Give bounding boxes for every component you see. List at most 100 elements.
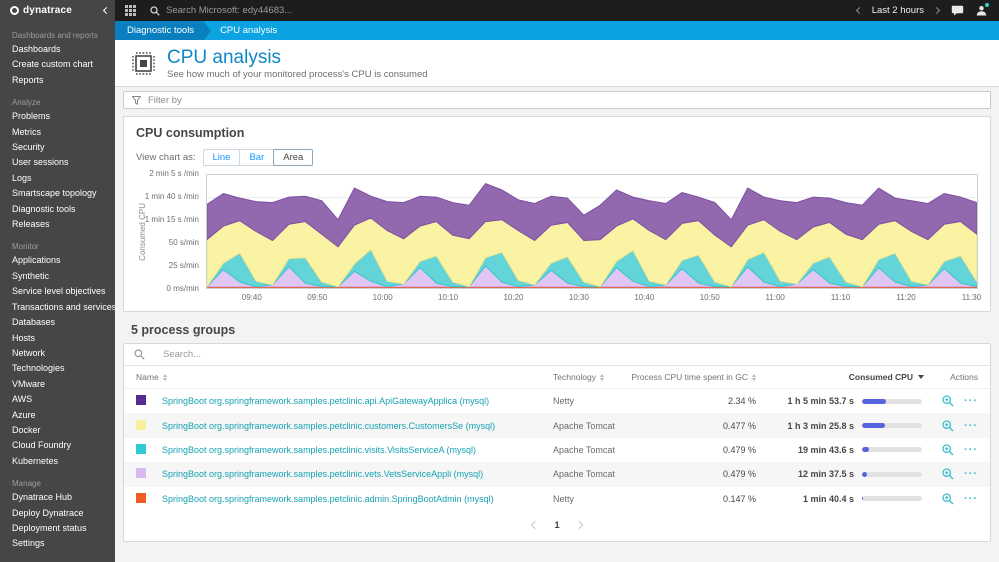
breadcrumb-parent[interactable]: Diagnostic tools bbox=[115, 21, 205, 40]
sidebar-item-dashboards[interactable]: Dashboards bbox=[12, 44, 61, 54]
process-group-link[interactable]: SpringBoot org.springframework.samples.p… bbox=[162, 396, 490, 407]
sidebar-item-vmware[interactable]: VMware bbox=[12, 378, 46, 389]
sidebar-item-synthetic[interactable]: Synthetic bbox=[12, 270, 50, 281]
apps-grid-icon[interactable] bbox=[125, 5, 136, 16]
sidebar-item-kubernetes[interactable]: Kubernetes bbox=[12, 455, 59, 466]
table-row[interactable]: SpringBoot org.springframework.samples.p… bbox=[124, 413, 990, 438]
chevron-left-icon bbox=[102, 6, 111, 15]
filter-bar bbox=[123, 91, 991, 109]
logo[interactable]: dynatrace bbox=[0, 0, 115, 21]
column-header-technology[interactable]: Technology bbox=[553, 372, 668, 382]
more-actions-button[interactable]: ··· bbox=[964, 419, 978, 432]
consumed-cpu-bar-track bbox=[862, 447, 922, 453]
more-actions-button[interactable]: ··· bbox=[964, 395, 978, 408]
sidebar-item-deployment-status[interactable]: Deployment status bbox=[12, 522, 87, 533]
row-actions: ··· bbox=[924, 468, 978, 480]
sidebar-item-databases[interactable]: Databases bbox=[12, 317, 56, 328]
table-search-bar bbox=[124, 344, 990, 366]
more-actions-button[interactable]: ··· bbox=[964, 468, 978, 481]
sidebar-item-azure[interactable]: Azure bbox=[12, 409, 36, 420]
previous-page-button[interactable] bbox=[531, 521, 540, 530]
x-tick-label: 11:10 bbox=[830, 293, 851, 302]
view-as-bar-button[interactable]: Bar bbox=[239, 149, 275, 166]
analyze-button[interactable] bbox=[942, 493, 954, 505]
view-as-area-button[interactable]: Area bbox=[273, 149, 314, 166]
y-tick-label: 25 s/min bbox=[168, 261, 199, 270]
x-tick-label: 10:20 bbox=[503, 293, 524, 302]
x-axis-ticks: 09:40 09:50 10:00 10:10 10:20 10:30 10:40 10:50… bbox=[206, 289, 982, 305]
search-icon bbox=[150, 5, 160, 16]
sidebar-item-problems[interactable]: Problems bbox=[12, 111, 51, 122]
process-group-link[interactable]: SpringBoot org.springframework.samples.p… bbox=[162, 420, 496, 431]
chat-button[interactable] bbox=[951, 5, 964, 16]
sidebar-item-dynatrace-hub[interactable]: Dynatrace Hub bbox=[12, 492, 73, 503]
process-group-link[interactable]: SpringBoot org.springframework.samples.p… bbox=[162, 469, 484, 480]
current-page-number[interactable]: 1 bbox=[554, 519, 560, 531]
process-groups-table-card: Name Technology Process CPU time spent i… bbox=[123, 343, 991, 542]
timeframe-back-button[interactable] bbox=[855, 6, 863, 15]
next-page-button[interactable] bbox=[574, 521, 583, 530]
analyze-button[interactable] bbox=[942, 444, 954, 456]
user-menu-button[interactable] bbox=[976, 3, 989, 16]
more-actions-button[interactable]: ··· bbox=[964, 492, 978, 505]
sidebar-item-logs[interactable]: Logs bbox=[12, 172, 32, 183]
timeframe-forward-button[interactable] bbox=[932, 6, 941, 15]
y-axis-title: Consumed CPU bbox=[138, 202, 147, 261]
sort-icon bbox=[162, 373, 167, 381]
sidebar-item-diagnostic-tools[interactable]: Diagnostic tools bbox=[12, 203, 76, 214]
sort-icon bbox=[752, 373, 756, 381]
process-group-link[interactable]: SpringBoot org.springframework.samples.p… bbox=[162, 444, 476, 455]
column-header-consumed-cpu[interactable]: Consumed CPU bbox=[756, 372, 924, 382]
chevron-left-icon bbox=[531, 521, 540, 530]
sidebar-item-settings[interactable]: Settings bbox=[12, 538, 45, 549]
sidebar-item-releases[interactable]: Releases bbox=[12, 219, 50, 230]
sidebar-item-hosts[interactable]: Hosts bbox=[12, 332, 36, 343]
y-tick-label: 50 s/min bbox=[168, 238, 199, 247]
analyze-button[interactable] bbox=[942, 468, 954, 480]
sidebar-item-transactions-and-services[interactable]: Transactions and services bbox=[12, 301, 115, 312]
x-tick-label: 11:30 bbox=[961, 293, 982, 302]
timeframe-label[interactable]: Last 2 hours bbox=[871, 5, 924, 16]
consumed-cpu-bar-fill bbox=[862, 423, 886, 429]
sidebar-item-metrics[interactable]: Metrics bbox=[12, 126, 41, 137]
gc-time-cell: 2.34 % bbox=[727, 396, 756, 407]
cpu-chart-svg bbox=[207, 182, 977, 288]
cpu-chart: Consumed CPU 0 ms/min 25 s/min 50 s/min 1 m… bbox=[136, 169, 982, 305]
global-search-input[interactable] bbox=[166, 5, 386, 16]
more-actions-button[interactable]: ··· bbox=[964, 443, 978, 456]
gc-time-cell: 0.479 % bbox=[722, 444, 756, 455]
sidebar-collapse-button[interactable] bbox=[102, 6, 111, 15]
table-row[interactable]: SpringBoot org.springframework.samples.p… bbox=[124, 462, 990, 487]
filter-input[interactable] bbox=[148, 94, 982, 106]
global-search bbox=[150, 5, 386, 16]
sidebar-item-network[interactable]: Network bbox=[12, 347, 46, 358]
column-header-name[interactable]: Name bbox=[136, 372, 553, 382]
analyze-button[interactable] bbox=[942, 419, 954, 432]
chart-title: CPU consumption bbox=[136, 126, 245, 140]
sidebar-item-cloud-foundry[interactable]: Cloud Foundry bbox=[12, 440, 72, 451]
sidebar-item-smartscape-topology[interactable]: Smartscape topology bbox=[12, 188, 97, 199]
sidebar-item-service-level-objectives[interactable]: Service level objectives bbox=[12, 286, 106, 297]
sidebar-item-applications[interactable]: Applications bbox=[12, 255, 61, 266]
table-row[interactable]: SpringBoot org.springframework.samples.p… bbox=[124, 389, 990, 413]
sidebar-item-technologies[interactable]: Technologies bbox=[12, 363, 65, 374]
technology-cell: Apache Tomcat bbox=[553, 444, 615, 455]
chat-icon bbox=[951, 5, 964, 16]
column-header-gc-time[interactable]: Process CPU time spent in GC bbox=[631, 372, 756, 382]
timeframe-selector: Last 2 hours bbox=[855, 5, 941, 16]
sidebar-section-header: Monitor bbox=[12, 242, 39, 252]
analyze-button[interactable] bbox=[942, 395, 954, 407]
table-row[interactable]: SpringBoot org.springframework.samples.p… bbox=[124, 438, 990, 462]
sidebar-item-deploy-dynatrace[interactable]: Deploy Dynatrace bbox=[12, 507, 84, 518]
sidebar-item-docker[interactable]: Docker bbox=[12, 424, 41, 435]
sidebar-item-reports[interactable]: Reports bbox=[12, 74, 44, 85]
swatch-cell bbox=[136, 492, 162, 505]
sidebar-item-aws[interactable]: AWS bbox=[12, 394, 33, 405]
table-search-input[interactable] bbox=[163, 349, 980, 360]
table-row[interactable]: SpringBoot org.springframework.samples.p… bbox=[124, 487, 990, 511]
sidebar-item-security[interactable]: Security bbox=[12, 142, 45, 153]
sidebar-item-create-custom-chart[interactable]: Create custom chart bbox=[12, 59, 94, 70]
process-group-link[interactable]: SpringBoot org.springframework.samples.p… bbox=[162, 493, 494, 504]
sidebar-item-user-sessions[interactable]: User sessions bbox=[12, 157, 69, 168]
view-as-line-button[interactable]: Line bbox=[202, 149, 241, 166]
